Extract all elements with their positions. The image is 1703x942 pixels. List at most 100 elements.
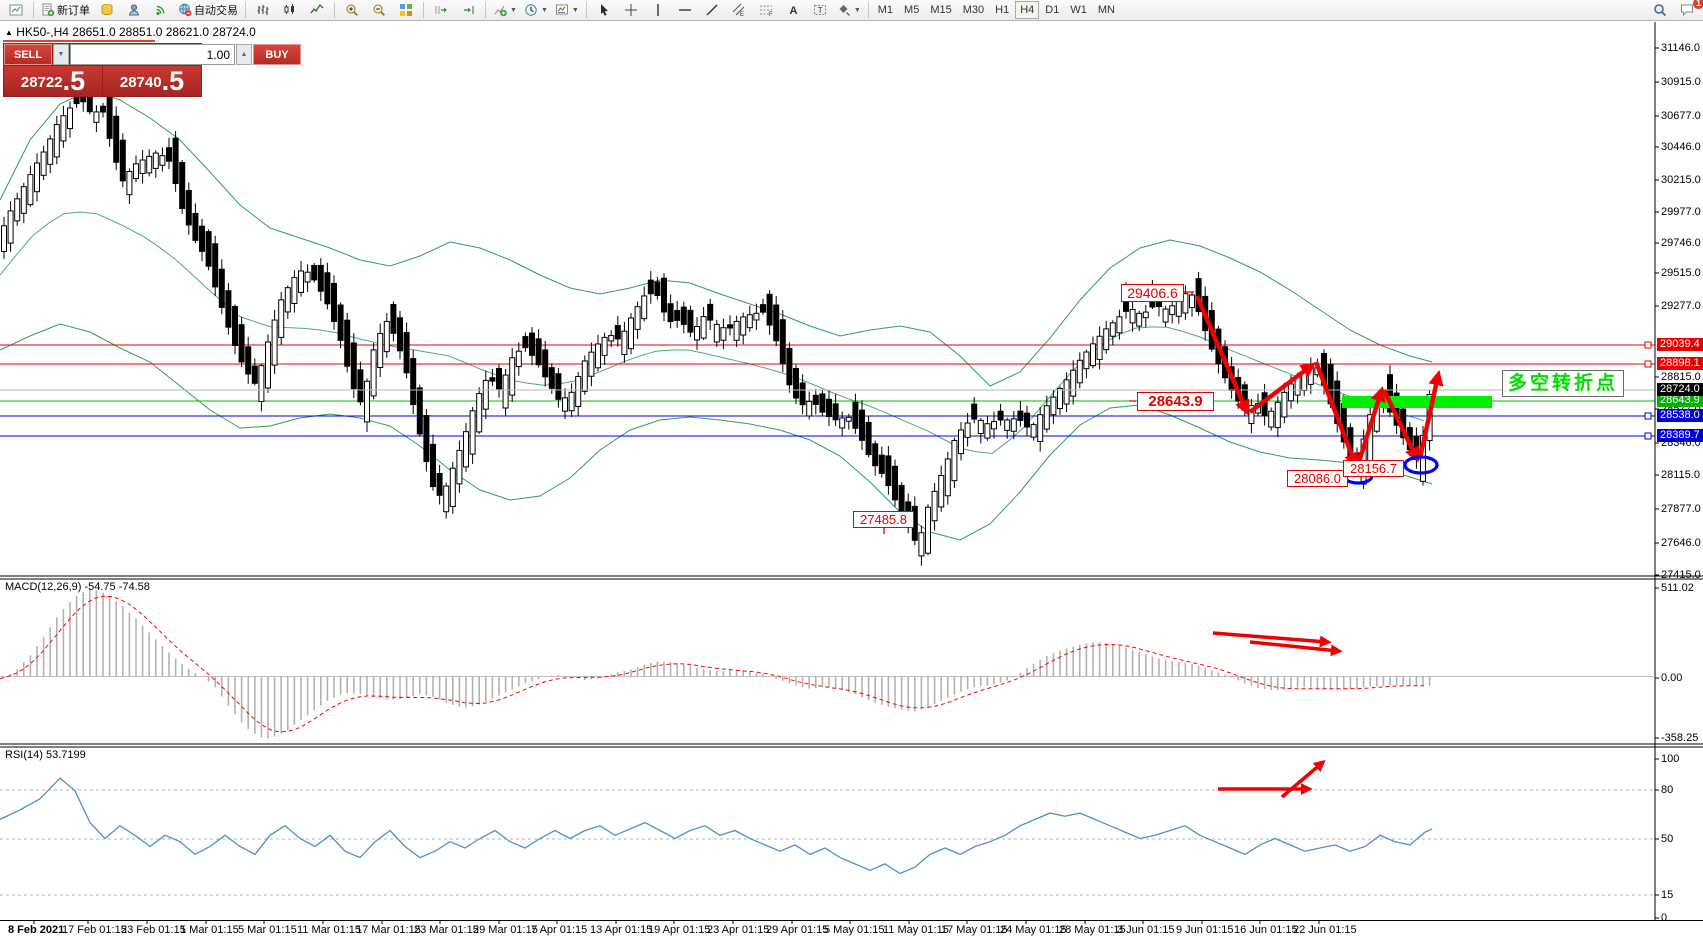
buy-button[interactable]: BUY	[253, 44, 301, 65]
tline	[706, 4, 718, 16]
sell-price[interactable]: 28722.5	[4, 66, 102, 96]
symbol-period-label: HK50-,H4	[16, 25, 69, 39]
collapse-quote-panel-icon[interactable]: ▲	[5, 28, 13, 37]
timeframe-d1-button[interactable]: D1	[1045, 4, 1060, 16]
timeframe-m1-button[interactable]: M1	[877, 4, 894, 16]
timeframe-w1-button[interactable]: W1	[1070, 4, 1087, 16]
vertical-line-button[interactable]	[645, 0, 671, 20]
chart-shift-button[interactable]	[455, 0, 481, 20]
textA: A	[789, 5, 797, 17]
candles	[284, 4, 294, 14]
horizontal-line-button[interactable]	[672, 0, 698, 20]
zoom-out-button[interactable]	[366, 0, 392, 20]
volume-decrease-button[interactable]: ▼	[53, 44, 69, 65]
tile-windows-button[interactable]	[393, 0, 419, 20]
macd-label: MACD(12,26,9) -54.75 -74.58	[5, 581, 150, 593]
ohlc-values: 28651.0 28851.0 28621.0 28724.0	[72, 25, 256, 39]
green-highlight-bar[interactable]	[1342, 396, 1492, 408]
text-button[interactable]: A	[780, 0, 806, 20]
person	[128, 4, 140, 16]
annotation-low1-price[interactable]: 28086.0	[1287, 470, 1348, 487]
timeframe-mn-button[interactable]: MN	[1097, 4, 1115, 16]
signals-button[interactable]	[148, 0, 174, 20]
toolbar-separator	[867, 2, 869, 18]
date-axis-label: 13 Apr 01:15	[590, 924, 653, 936]
labelT: T	[813, 5, 826, 15]
date-axis-label: 8 Feb 2021	[8, 924, 65, 936]
equidistant-channel-button[interactable]: E	[726, 0, 752, 20]
annotation-peak-price[interactable]: 29406.6	[1121, 284, 1184, 302]
date-axis-label: 23 Feb 01:15	[121, 924, 186, 936]
shapes-button[interactable]: ▼	[834, 0, 864, 20]
bars	[257, 5, 269, 15]
price-tick-label: 29515.0	[1661, 267, 1701, 279]
date-axis-label: 17 May 01:15	[941, 924, 1008, 936]
new-order-button[interactable]: 新订单	[38, 0, 93, 20]
one-click-trading-panel: SELL ▼ ▲ BUY 28722.5 28740.5	[3, 43, 301, 97]
history-center-button[interactable]	[94, 0, 120, 20]
date-axis-label: 23 Mar 01:15	[414, 924, 479, 936]
level-price-badge: 28389.7	[1657, 429, 1703, 442]
main-toolbar: 新订单 自动交易 ▼ ▼ ▼ E F A T ▼ M1 M5 M15 M30 H1 H4 D1 W1 MN 1	[0, 0, 1703, 21]
periods-button[interactable]: ▼	[521, 0, 551, 20]
newchart	[9, 4, 23, 16]
annotation-low2-price[interactable]: 28156.7	[1343, 460, 1404, 477]
add-indicator-button[interactable]: ▼	[490, 0, 520, 20]
search-button[interactable]	[1647, 0, 1673, 20]
annotation-bottom-price[interactable]: 27485.8	[853, 511, 914, 528]
fibonacci-button[interactable]: F	[753, 0, 779, 20]
templates-button[interactable]: ▼	[552, 0, 582, 20]
auto-trading-label: 自动交易	[194, 5, 238, 17]
notifications-button[interactable]: 1	[1674, 0, 1703, 20]
candlestick-chart-button[interactable]	[277, 0, 303, 20]
globe	[179, 3, 192, 17]
cursor-button[interactable]	[591, 0, 617, 20]
timeframe-h4-button[interactable]: H4	[1015, 1, 1040, 19]
timeframe-m15-button[interactable]: M15	[930, 4, 952, 16]
trend-line-button[interactable]	[699, 0, 725, 20]
volume-increase-button[interactable]: ▲	[236, 44, 252, 65]
chat	[1681, 4, 1693, 17]
dropdown-caret-icon: ▼	[853, 6, 861, 14]
panel-borders	[0, 22, 1703, 921]
neworder	[42, 3, 55, 17]
line-chart-button[interactable]	[304, 0, 330, 20]
clock	[525, 4, 537, 16]
addind	[494, 5, 507, 17]
macd-indicator	[0, 588, 1655, 739]
zoom-in-button[interactable]	[339, 0, 365, 20]
auto-scroll-button[interactable]	[428, 0, 454, 20]
timeframe-h1-button[interactable]: H1	[995, 4, 1010, 16]
macd-tick-label: 511.02	[1661, 582, 1694, 594]
new-chart-button[interactable]	[3, 0, 29, 20]
crosshair-button[interactable]	[618, 0, 644, 20]
annotation-mid-price[interactable]: 28643.9	[1137, 392, 1214, 411]
buy-price[interactable]: 28740.5	[103, 66, 201, 96]
hline-handle	[1644, 432, 1652, 440]
template	[555, 4, 568, 15]
turning-point-label[interactable]: 多空转折点	[1502, 370, 1625, 397]
sell-button[interactable]: SELL	[4, 44, 52, 65]
date-axis-label: 5 Mar 01:15	[238, 924, 297, 936]
volume-input[interactable]	[70, 44, 235, 65]
timeframe-m30-button[interactable]: M30	[962, 4, 985, 16]
auto-trading-button[interactable]: 自动交易	[175, 0, 241, 20]
market-watch-button[interactable]	[121, 0, 147, 20]
rsi-tick-label: 100	[1661, 753, 1680, 765]
level-price-badge: 28538.0	[1657, 409, 1703, 422]
toolbar-separator	[33, 2, 34, 18]
dropdown-caret-icon: ▼	[540, 6, 548, 14]
date-axis-label: 11 Mar 01:15	[297, 924, 362, 936]
trend-arrows[interactable]	[1194, 295, 1444, 799]
fibo: F	[759, 5, 773, 17]
text-label-button[interactable]: T	[807, 0, 833, 20]
toolbar-separator	[245, 2, 246, 18]
price-tick-label: 29277.0	[1661, 300, 1701, 312]
signal	[156, 5, 165, 16]
rsi-label: RSI(14) 53.7199	[5, 749, 86, 761]
rsi-tick-label: 50	[1661, 833, 1674, 845]
timeframe-m5-button[interactable]: M5	[904, 4, 920, 16]
bar-chart-button[interactable]	[250, 0, 276, 20]
